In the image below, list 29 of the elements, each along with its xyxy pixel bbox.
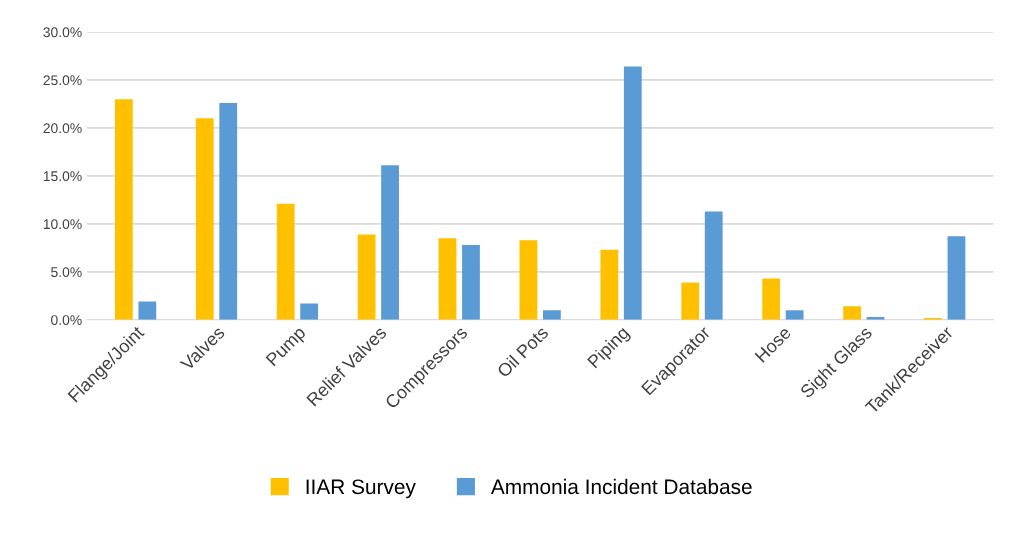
y-tick-label: 30.0% (43, 27, 82, 38)
bar (542, 310, 561, 320)
y-tick-label: 0.0% (51, 315, 82, 325)
bar (357, 234, 376, 320)
bar (762, 278, 781, 320)
y-tick-label: 10.0% (43, 219, 82, 230)
bar (462, 244, 480, 320)
bar (600, 249, 619, 320)
bar (195, 118, 214, 320)
bar (704, 211, 723, 320)
y-tick-label: 25.0% (43, 75, 82, 86)
bar (843, 306, 861, 320)
y-tick-label: 20.0% (43, 123, 82, 134)
bar (519, 240, 538, 320)
legend-label: Ammonia Incident Database (490, 478, 752, 495)
bar (138, 301, 157, 320)
bar (947, 236, 966, 320)
legend-label: IIAR Survey (306, 479, 416, 499)
bar (300, 303, 319, 320)
bar (623, 66, 642, 320)
bar (114, 99, 133, 320)
y-tick-label: 15.0% (43, 171, 82, 182)
bar (438, 238, 457, 320)
bar (219, 102, 238, 320)
bar (785, 310, 804, 320)
bar (681, 282, 700, 320)
bar (381, 165, 399, 320)
bar (276, 203, 295, 320)
y-tick-label: 5.0% (51, 267, 82, 277)
